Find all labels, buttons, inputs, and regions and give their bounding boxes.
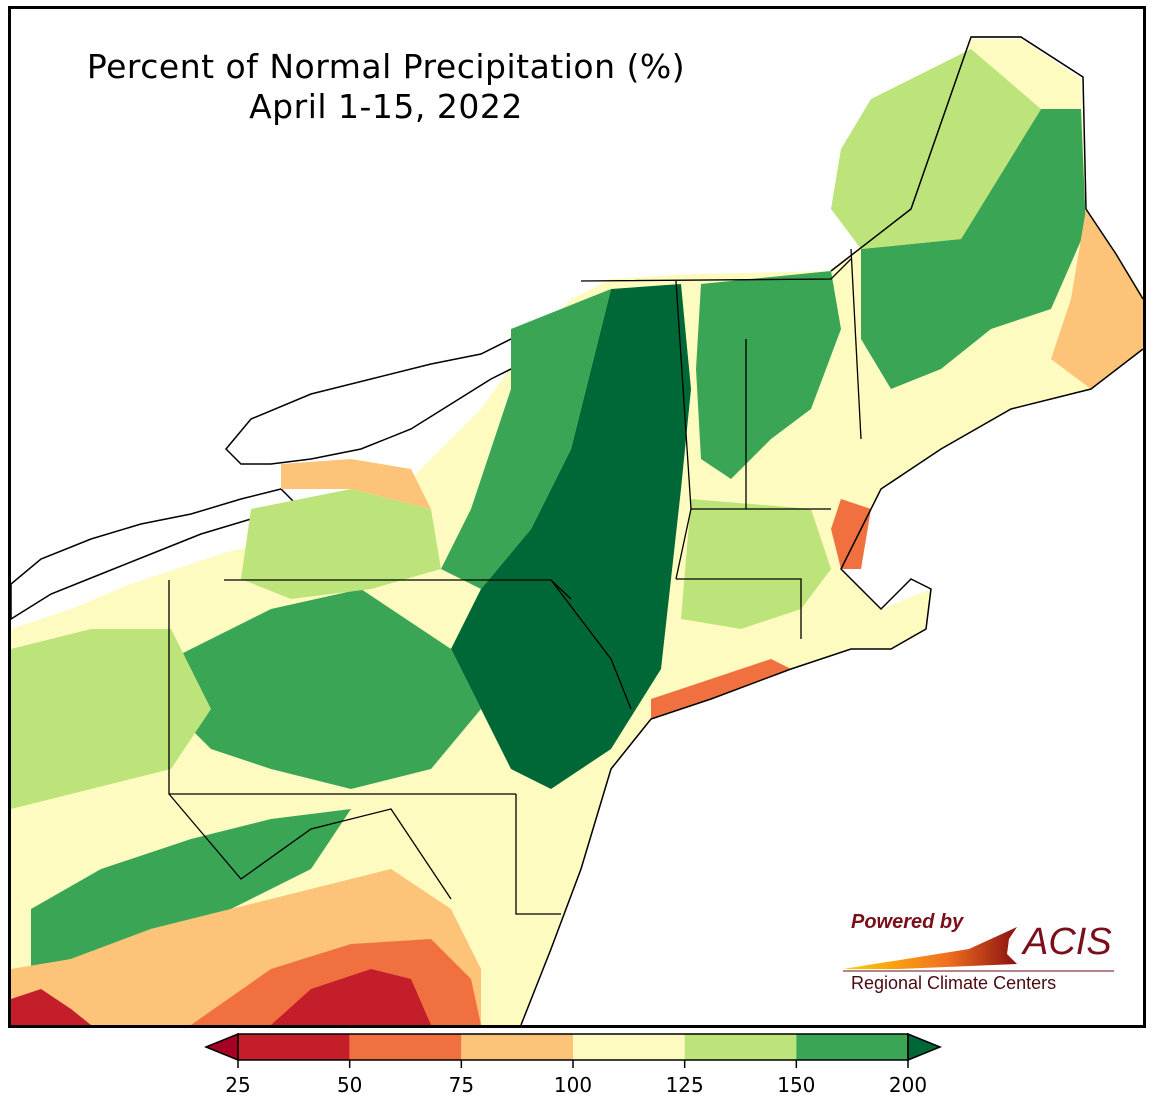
zone-high-ny bbox=[441, 289, 611, 589]
zone-moderate-ne bbox=[831, 49, 1041, 249]
color-legend: 25 50 75 100 125 150 200 bbox=[204, 1032, 942, 1097]
legend-bin-50-75 bbox=[349, 1034, 462, 1060]
zone-high-wv bbox=[31, 809, 351, 969]
zone-moderate-wny bbox=[241, 489, 441, 599]
legend-bin-150-200 bbox=[796, 1034, 908, 1060]
zone-low-ma-coast bbox=[831, 499, 871, 569]
zone-moderate-pa-west bbox=[11, 629, 211, 809]
legend-tick-label: 75 bbox=[449, 1073, 474, 1097]
logo-regional-climate-centers: Regional Climate Centers bbox=[851, 973, 1057, 993]
legend-tick-label: 200 bbox=[889, 1073, 927, 1097]
legend-tick-label: 25 bbox=[225, 1073, 250, 1097]
legend-tick-label: 100 bbox=[554, 1073, 592, 1097]
acis-swoosh-icon bbox=[843, 927, 1114, 972]
acis-logo: Powered by ACIS Regional Climate Centers bbox=[839, 909, 1129, 1004]
legend-bin-125-150 bbox=[684, 1034, 797, 1060]
precipitation-map bbox=[11, 36, 1143, 1025]
zone-very-low-virginia bbox=[271, 969, 431, 1025]
zone-below-wny bbox=[281, 459, 431, 509]
legend-tick-label: 150 bbox=[777, 1073, 815, 1097]
zone-high-maine bbox=[861, 109, 1086, 389]
zone-high-pa bbox=[171, 589, 481, 789]
legend-tick-label: 125 bbox=[666, 1073, 704, 1097]
zone-high-vt-nh bbox=[696, 271, 841, 479]
zone-low-long-island bbox=[651, 659, 791, 719]
legend-bin-75-100 bbox=[461, 1034, 573, 1060]
legend-over-arrow bbox=[907, 1032, 942, 1062]
map-subtitle-date: April 1-15, 2022 bbox=[249, 87, 523, 126]
logo-powered-by: Powered by bbox=[851, 911, 964, 933]
coastline bbox=[520, 36, 1143, 1025]
legend-ticks: 25 50 75 100 125 150 200 bbox=[225, 1060, 927, 1097]
map-frame: Percent of Normal Precipitation (%) Apri… bbox=[8, 6, 1146, 1028]
zone-below-maine-coast bbox=[1051, 209, 1143, 389]
legend-tick-label: 50 bbox=[337, 1073, 362, 1097]
legend-under-arrow bbox=[204, 1032, 239, 1062]
legend-bin-25-50 bbox=[238, 1034, 350, 1060]
legend-bins bbox=[204, 1032, 942, 1062]
zone-moderate-ma bbox=[681, 499, 831, 629]
zone-very-high-core bbox=[451, 284, 691, 789]
atlantic-ocean bbox=[521, 349, 1143, 1025]
logo-acis-text: ACIS bbox=[1023, 921, 1112, 963]
map-title: Percent of Normal Precipitation (%) bbox=[86, 47, 686, 86]
legend-bin-100-125 bbox=[573, 1034, 685, 1060]
zone-very-low-wv-sw bbox=[11, 989, 91, 1025]
